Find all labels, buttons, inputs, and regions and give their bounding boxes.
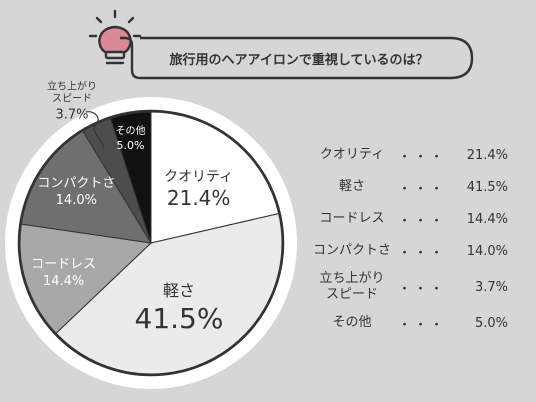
pie-label-value-5: 5.0%: [117, 139, 145, 152]
header-bracket: [120, 36, 474, 80]
table-row: コンパクトさ ・・・ 14.0%: [312, 234, 512, 268]
table-row-label: コンパクトさ: [312, 243, 391, 258]
table-row-dots: ・・・: [397, 317, 446, 333]
table-row-label: コードレス: [319, 211, 385, 226]
table-row: コードレス ・・・ 14.4%: [312, 202, 512, 236]
table-row-label: クオリティ: [319, 147, 385, 162]
pie-slice-2: [19, 223, 153, 334]
pie-label-name-3: コンパクトさ: [37, 176, 115, 191]
pie-slice-5: [109, 111, 152, 244]
table-row: 軽さ ・・・ 41.5%: [312, 170, 512, 204]
pie-label-name-1: 軽さ: [163, 281, 195, 300]
lightbulb-icon: [88, 9, 142, 65]
table-row-value: 14.0%: [466, 243, 508, 259]
pie-label-value-3: 14.0%: [56, 193, 97, 208]
table-row-label: その他: [332, 315, 372, 330]
pie-slice-3: [20, 130, 152, 244]
table-row-value: 5.0%: [474, 315, 508, 331]
pie-label-value-4: 3.7%: [55, 108, 88, 123]
pie-label-value-2: 14.4%: [43, 274, 84, 289]
callout-line: [85, 111, 105, 149]
pie-label-value-1: 41.5%: [135, 302, 224, 335]
pie-label-value-0: 21.4%: [167, 186, 231, 210]
table-row-dots: ・・・: [397, 213, 446, 229]
table-row-dots: ・・・: [397, 149, 446, 165]
table-row-value: 14.4%: [466, 211, 508, 227]
table-row-value: 3.7%: [474, 279, 508, 295]
pie-slice-0: [150, 111, 280, 244]
table-row: その他 ・・・ 5.0%: [312, 306, 512, 340]
table-row-label: 立ち上がり スピード: [319, 271, 385, 302]
table-row: クオリティ ・・・ 21.4%: [312, 138, 512, 172]
pie-label-name-2: コードレス: [31, 257, 96, 272]
table-row-label: 軽さ: [338, 179, 365, 194]
question-title: 旅行用のヘアアイロンで重視しているのは？: [170, 52, 429, 68]
table-row: 立ち上がり スピード ・・・ 3.7%: [312, 270, 512, 304]
table-row-value: 41.5%: [466, 179, 508, 195]
table-row-dots: ・・・: [397, 281, 446, 297]
pie-label-name-0: クオリティ: [164, 169, 233, 185]
pie-slices: [19, 111, 283, 375]
table-row-dots: ・・・: [397, 245, 446, 261]
pie-label-name-5: その他: [116, 124, 146, 137]
table-row-value: 21.4%: [466, 147, 508, 163]
pie-slice-1: [55, 213, 283, 375]
pie-label-name-4: 立ち上がりスピード: [47, 80, 97, 105]
pie-border: [17, 109, 285, 377]
table-row-dots: ・・・: [397, 181, 446, 197]
